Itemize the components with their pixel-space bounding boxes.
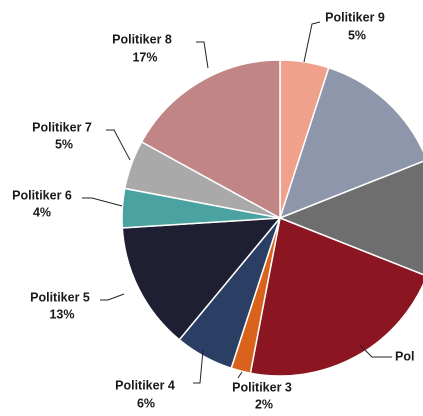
leader-line: [100, 293, 125, 301]
slice-label: Politiker 4: [115, 378, 175, 392]
slice-value-label: 6%: [137, 396, 155, 410]
leader-line: [303, 21, 321, 63]
leader-line: [82, 197, 123, 207]
slice-label: Politiker 6: [12, 188, 72, 202]
slice-value-label: 4%: [33, 205, 51, 219]
leader-line: [193, 349, 204, 384]
slice-value-label: 2%: [255, 397, 273, 411]
leader-line: [106, 129, 131, 161]
leader-line: [359, 344, 392, 358]
pie-slice: [249, 216, 423, 377]
slice-value-label: 5%: [348, 28, 366, 42]
slice-label: Politiker 7: [32, 120, 92, 134]
slice-label: Politiker 3: [232, 380, 292, 394]
pie-slice: [121, 217, 282, 341]
leader-line: [196, 41, 209, 69]
slice-label: Politiker 8: [112, 32, 172, 46]
slice-value-label: 5%: [55, 137, 73, 151]
slice-value-label: 17%: [132, 50, 157, 64]
pie-slice: [277, 160, 423, 276]
pie-slice: [140, 59, 281, 220]
slice-label: Pol: [395, 349, 414, 363]
slice-label: Politiker 5: [30, 290, 90, 304]
leader-line: [237, 371, 243, 379]
slice-label: Politiker 9: [325, 10, 385, 24]
slice-value-label: 13%: [49, 307, 74, 321]
